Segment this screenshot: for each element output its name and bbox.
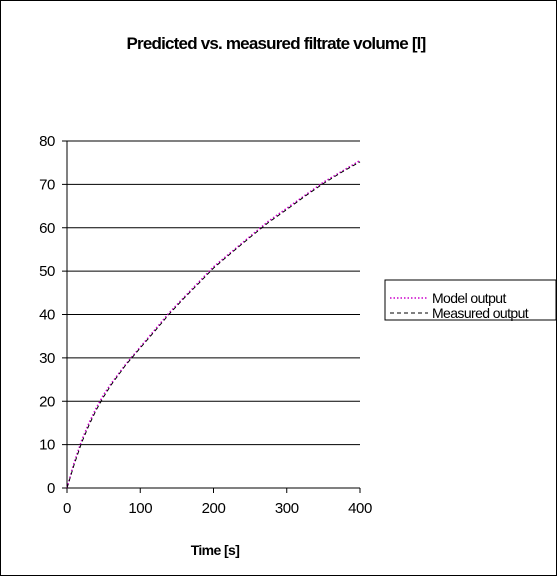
y-tick-label-30: 30 <box>39 350 55 367</box>
y-tick-label-20: 20 <box>39 393 55 410</box>
legend-label-model-output: Model output <box>432 290 506 306</box>
x-tick-label-300: 300 <box>275 500 299 517</box>
x-tick-label-0: 0 <box>63 500 71 517</box>
y-tick-label-80: 80 <box>39 133 55 150</box>
y-tick-label-10: 10 <box>39 437 55 454</box>
y-tick-label-70: 70 <box>39 176 55 193</box>
x-axis-label: Time [s] <box>191 542 240 558</box>
y-tick-label-40: 40 <box>39 307 55 324</box>
chart-title: Predicted vs. measured filtrate volume [… <box>127 34 426 53</box>
series-line-model-output <box>66 159 361 489</box>
series-lines <box>66 159 361 489</box>
y-tick-label-60: 60 <box>39 220 55 237</box>
x-tick-label-200: 200 <box>202 500 226 517</box>
legend: Model output Measured output <box>384 279 557 321</box>
series-line-measured-output <box>66 161 361 489</box>
x-tick-label-100: 100 <box>128 500 152 517</box>
legend-label-measured-output: Measured output <box>432 305 529 321</box>
tick-labels: 0 10 20 30 40 50 60 70 80 0 100 200 300 400 <box>39 133 372 517</box>
y-tick-label-50: 50 <box>39 263 55 280</box>
x-tick-label-400: 400 <box>348 500 372 517</box>
y-tick-label-0: 0 <box>47 480 55 497</box>
axes <box>62 140 361 493</box>
gridlines <box>67 140 360 446</box>
